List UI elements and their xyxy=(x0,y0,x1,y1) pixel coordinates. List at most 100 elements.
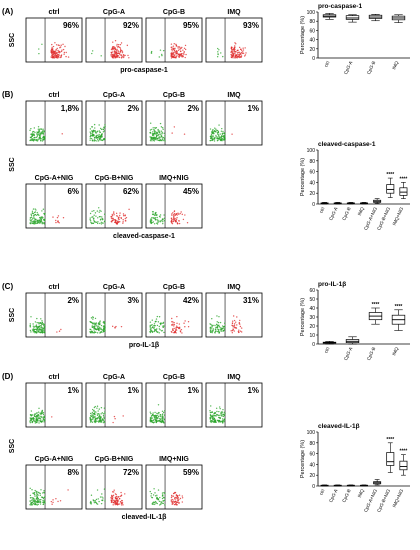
x-tick-label: ctrl xyxy=(323,346,330,354)
event-dot xyxy=(183,51,185,53)
event-dot xyxy=(114,500,117,503)
x-tick-label: IMQ xyxy=(391,60,399,70)
x-tick-label: IMQ xyxy=(357,488,365,498)
event-dot xyxy=(220,139,223,141)
event-dot xyxy=(93,210,95,212)
sample-label: CpG-A xyxy=(103,374,125,381)
event-dot xyxy=(89,416,91,419)
event-dot xyxy=(57,49,59,52)
event-dot xyxy=(56,53,59,56)
event-dot xyxy=(163,499,166,502)
event-dot xyxy=(175,45,178,47)
event-dot xyxy=(98,133,100,136)
box-cpg-a: CpG-A xyxy=(328,202,342,221)
event-dot xyxy=(56,55,59,58)
event-dot xyxy=(94,317,97,320)
event-dot xyxy=(150,420,153,422)
event-dot xyxy=(121,50,124,52)
event-dot xyxy=(115,49,118,51)
event-dot xyxy=(213,140,216,142)
event-dot xyxy=(223,411,226,413)
event-dot xyxy=(111,47,114,49)
event-dot xyxy=(244,54,247,56)
event-dot xyxy=(215,415,217,417)
y-tick-label: 80 xyxy=(309,19,315,25)
event-dot xyxy=(119,51,122,53)
event-dot xyxy=(30,418,33,420)
event-dot xyxy=(156,324,159,327)
event-dot xyxy=(149,122,152,124)
event-dot xyxy=(157,413,159,415)
event-dot xyxy=(95,215,97,217)
event-dot xyxy=(55,219,57,222)
event-dot xyxy=(111,215,114,217)
event-dot xyxy=(93,412,96,414)
event-dot xyxy=(161,133,163,135)
event-dot xyxy=(158,56,160,58)
event-dot xyxy=(156,420,158,422)
event-dot xyxy=(184,320,186,322)
event-dot xyxy=(30,214,33,217)
sample-label: CpG-B xyxy=(163,92,185,99)
event-dot xyxy=(51,416,53,418)
event-dot xyxy=(96,131,98,133)
event-dot xyxy=(93,406,96,409)
event-dot xyxy=(150,324,153,326)
event-dot xyxy=(218,325,221,328)
event-dot xyxy=(35,495,38,497)
event-dot xyxy=(95,221,98,224)
event-dot xyxy=(98,326,101,329)
event-dot xyxy=(184,326,186,328)
event-dot xyxy=(91,325,93,327)
event-dot xyxy=(104,221,106,223)
event-dot xyxy=(57,55,60,57)
event-dot xyxy=(163,132,165,134)
percent-positive: 1% xyxy=(187,386,199,395)
event-dot xyxy=(176,496,179,498)
event-dot xyxy=(39,417,41,420)
event-dot xyxy=(61,133,63,135)
event-dot xyxy=(233,326,235,328)
event-dot xyxy=(221,418,224,420)
event-dot xyxy=(98,321,101,323)
event-dot xyxy=(29,219,31,221)
event-dot xyxy=(30,497,32,499)
event-dot xyxy=(162,128,164,131)
sample-label: IMQ xyxy=(227,374,241,381)
event-dot xyxy=(30,213,32,215)
x-tick-label: IMQ+NIG xyxy=(392,488,405,508)
event-dot xyxy=(43,330,45,332)
event-dot xyxy=(36,214,38,216)
event-dot xyxy=(242,51,244,53)
event-dot xyxy=(209,330,212,333)
event-dot xyxy=(240,51,243,54)
event-dot xyxy=(34,221,36,224)
event-dot xyxy=(154,500,157,503)
event-dot xyxy=(91,408,94,411)
event-dot xyxy=(113,47,115,49)
event-dot xyxy=(161,497,164,500)
event-dot xyxy=(37,220,39,223)
event-dot xyxy=(182,53,184,55)
event-dot xyxy=(55,498,57,500)
event-dot xyxy=(171,214,173,216)
event-dot xyxy=(159,413,162,416)
event-dot xyxy=(172,219,174,221)
event-dot xyxy=(39,329,41,331)
event-dot xyxy=(115,50,117,53)
event-dot xyxy=(112,496,114,499)
event-dot xyxy=(164,140,166,142)
event-dot xyxy=(89,220,92,222)
event-dot xyxy=(218,406,221,408)
event-dot xyxy=(217,414,219,417)
event-dot xyxy=(35,417,38,419)
box-iqr xyxy=(386,452,395,466)
event-dot xyxy=(102,329,104,331)
event-dot xyxy=(113,211,115,213)
event-dot xyxy=(223,325,225,328)
event-dot xyxy=(31,504,33,506)
event-dot xyxy=(177,326,179,329)
event-dot xyxy=(95,501,97,504)
event-dot xyxy=(55,50,57,52)
event-dot xyxy=(170,217,173,220)
